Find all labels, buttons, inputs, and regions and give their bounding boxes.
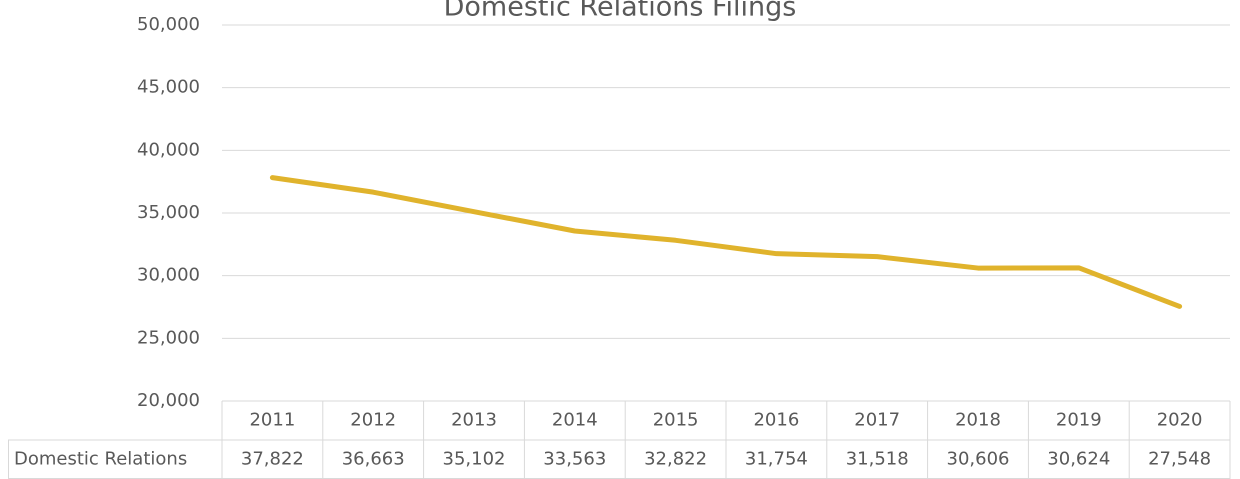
x-tick-label: 2020 [1157, 410, 1203, 431]
line-series [269, 175, 1183, 309]
y-tick-label: 50,000 [137, 14, 200, 35]
table-value: 27,548 [1148, 449, 1211, 470]
y-tick-label: 25,000 [137, 327, 200, 348]
y-tick-label: 20,000 [137, 390, 200, 411]
table-value: 35,102 [443, 449, 506, 470]
table-value: 36,663 [342, 449, 405, 470]
x-tick-label: 2012 [350, 410, 396, 431]
y-tick-label: 40,000 [137, 139, 200, 160]
y-tick-label: 35,000 [137, 202, 200, 223]
table-value: 30,624 [1047, 449, 1110, 470]
x-tick-label: 2019 [1056, 410, 1102, 431]
x-tick-label: 2013 [451, 410, 497, 431]
x-tick-label: 2011 [249, 410, 295, 431]
x-tick-label: 2017 [854, 410, 900, 431]
x-tick-label: 2016 [753, 410, 799, 431]
table-value: 33,563 [543, 449, 606, 470]
table-value: 32,822 [644, 449, 707, 470]
table-series-name: Domestic Relations [14, 449, 187, 470]
x-tick-label: 2015 [653, 410, 699, 431]
y-tick-label: 30,000 [137, 265, 200, 286]
x-tick-label: 2018 [955, 410, 1001, 431]
table-value: 37,822 [241, 449, 304, 470]
y-tick-label: 45,000 [137, 77, 200, 98]
chart-title: Domestic Relations Filings [444, 0, 797, 23]
table-value: 31,754 [745, 449, 808, 470]
table-value: 30,606 [947, 449, 1010, 470]
table-value: 31,518 [846, 449, 909, 470]
x-tick-label: 2014 [552, 410, 598, 431]
